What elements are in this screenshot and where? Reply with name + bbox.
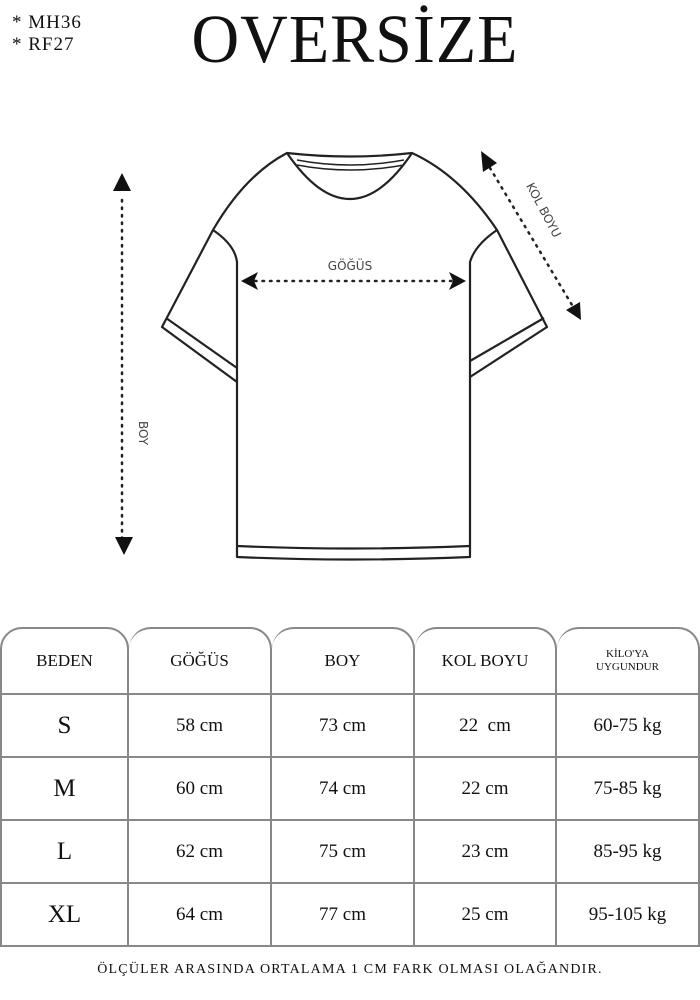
chest-cell: 58 cm (129, 695, 272, 758)
arrow-down-icon (115, 537, 133, 555)
weight-cell: 60-75 kg (557, 695, 700, 758)
tshirt-diagram: GÖĞÜS BOY KOL BOYU (113, 151, 581, 561)
arrow-right-icon (449, 272, 466, 290)
sleeve-label: KOL BOYU (523, 180, 564, 240)
header-chest: GÖĞÜS (129, 627, 272, 695)
length-label: BOY (136, 421, 150, 446)
chest-cell: 64 cm (129, 884, 272, 947)
length-cell: 74 cm (272, 758, 415, 821)
sleeve-cell: 22 cm (415, 695, 557, 758)
header-weight: KİLO'YA UYGUNDUR (557, 627, 700, 695)
length-measure-arrow: BOY (113, 173, 150, 555)
product-code: * MH36 (12, 12, 82, 33)
arrow-up-left-icon (481, 151, 497, 172)
footer-note: ÖLÇÜLER ARASINDA ORTALAMA 1 CM FARK OLMA… (97, 962, 603, 977)
arrow-up-icon (113, 173, 131, 191)
header-sleeve: KOL BOYU (415, 627, 557, 695)
header-size: BEDEN (0, 627, 129, 695)
table-header-row: BEDEN GÖĞÜS BOY KOL BOYU KİLO'YA UYGUNDUR (0, 627, 700, 695)
chest-measure-arrow: GÖĞÜS (241, 257, 466, 290)
header-length: BOY (272, 627, 415, 695)
weight-cell: 75-85 kg (557, 758, 700, 821)
product-code: * RF27 (12, 34, 75, 55)
length-cell: 75 cm (272, 821, 415, 884)
tshirt-outline (160, 151, 549, 561)
length-cell: 73 cm (272, 695, 415, 758)
size-cell: L (0, 821, 129, 884)
weight-cell: 95-105 kg (557, 884, 700, 947)
table-row: L 62 cm 75 cm 23 cm 85-95 kg (0, 821, 700, 884)
table-row: XL 64 cm 77 cm 25 cm 95-105 kg (0, 884, 700, 947)
sleeve-cell: 25 cm (415, 884, 557, 947)
size-cell: M (0, 758, 129, 821)
page-title: OVERSİZE (191, 1, 519, 78)
size-cell: S (0, 695, 129, 758)
weight-cell: 85-95 kg (557, 821, 700, 884)
arrow-down-right-icon (566, 302, 581, 320)
arrow-left-icon (241, 272, 258, 290)
product-codes: * MH36 * RF27 (12, 12, 82, 56)
chest-cell: 62 cm (129, 821, 272, 884)
table-row: S 58 cm 73 cm 22 cm 60-75 kg (0, 695, 700, 758)
sleeve-cell: 23 cm (415, 821, 557, 884)
chest-cell: 60 cm (129, 758, 272, 821)
chest-label: GÖĞÜS (328, 257, 372, 273)
header-weight-line1: KİLO'YA (606, 648, 649, 660)
sleeve-cell: 22 cm (415, 758, 557, 821)
size-cell: XL (0, 884, 129, 947)
table-row: M 60 cm 74 cm 22 cm 75-85 kg (0, 758, 700, 821)
header-weight-line2: UYGUNDUR (596, 661, 659, 673)
size-table: BEDEN GÖĞÜS BOY KOL BOYU KİLO'YA UYGUNDUR… (0, 627, 700, 947)
length-cell: 77 cm (272, 884, 415, 947)
